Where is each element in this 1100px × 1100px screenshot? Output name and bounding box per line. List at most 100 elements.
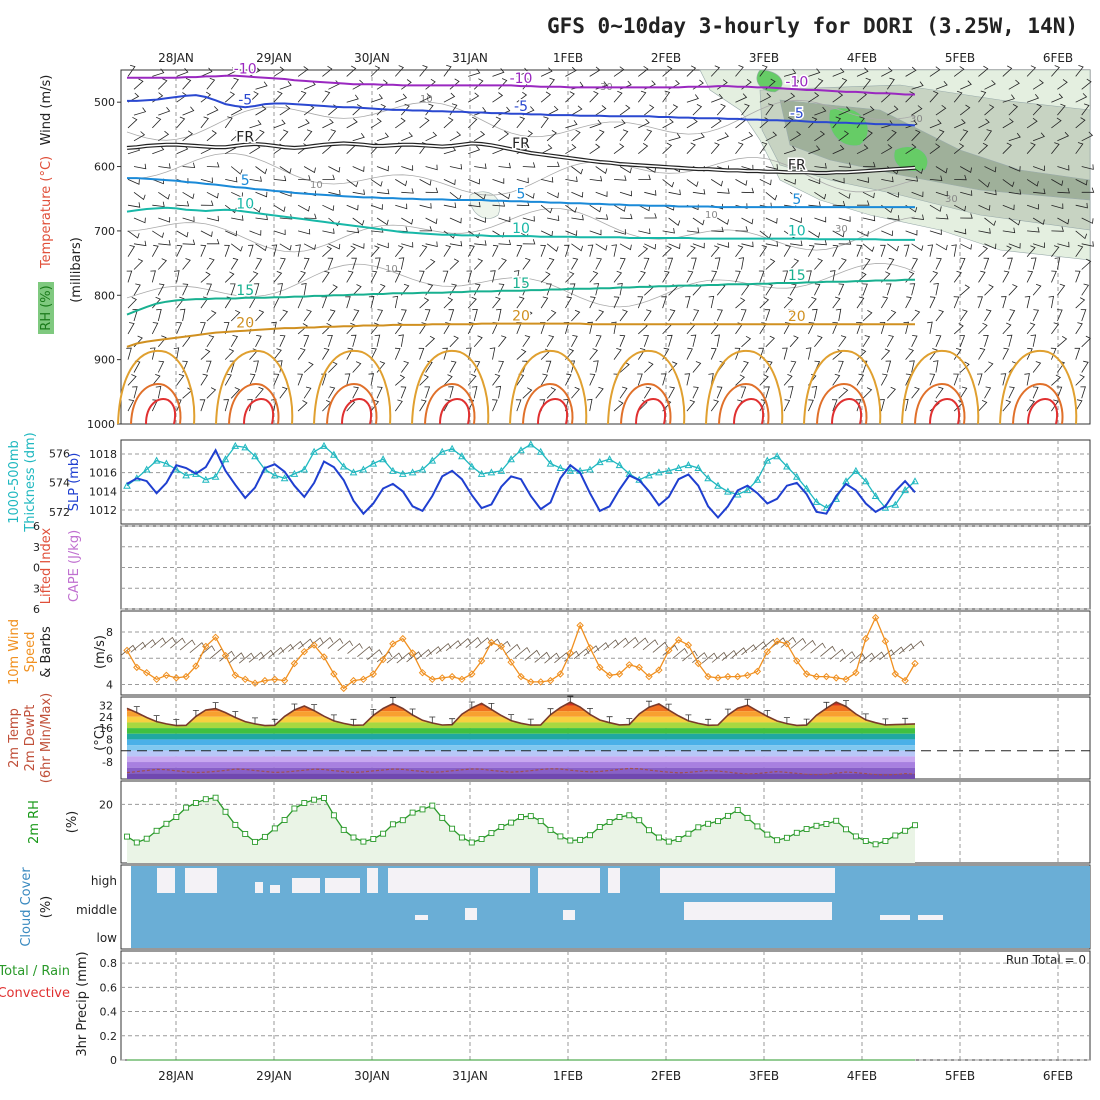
- wind-barb: [490, 270, 496, 283]
- wind-barb: [960, 80, 972, 90]
- wind-barb: [927, 244, 934, 257]
- precip-total-label: Total / Rain: [0, 964, 70, 979]
- rh-point: [754, 823, 761, 830]
- wind-barb: [279, 309, 289, 322]
- wind-barb: [182, 130, 193, 142]
- wind-barb: [328, 243, 341, 250]
- wind-barb: [662, 245, 672, 257]
- wind-barb: [468, 145, 481, 155]
- wind-barb-10m: [800, 639, 816, 651]
- wind-barb: [249, 176, 262, 182]
- wind-barb: [179, 308, 186, 322]
- wind-barb: [862, 191, 875, 199]
- wind-barb: [984, 243, 997, 250]
- wind-barb: [783, 116, 794, 129]
- wind-barb: [127, 374, 137, 386]
- thickness-point: [645, 471, 653, 479]
- panel-axis-title: (°C): [93, 725, 108, 751]
- wind-barb: [473, 130, 486, 142]
- rh-point: [232, 821, 239, 828]
- wind-barb: [862, 243, 875, 252]
- wind-barb: [1008, 243, 1021, 249]
- wind-barb: [935, 129, 945, 142]
- wind-barb: [881, 348, 891, 360]
- temp-minmax-marker: [311, 704, 318, 711]
- date-label-top: 1FEB: [553, 51, 583, 65]
- wind-barb: [686, 227, 700, 233]
- wind-barb: [225, 230, 237, 237]
- wind-barb: [692, 104, 703, 116]
- wind-barb-10m: [357, 646, 373, 658]
- rh-point: [252, 838, 258, 845]
- wind-barb: [419, 297, 430, 309]
- wind-barb: [158, 163, 171, 169]
- wind-barb: [271, 321, 277, 334]
- wind-barb: [741, 187, 755, 194]
- wind-barb: [933, 283, 939, 296]
- wind-barb: [206, 106, 219, 116]
- wind-barb: [1007, 257, 1013, 270]
- wind-barb: [808, 178, 821, 185]
- wind-barb: [182, 283, 189, 296]
- wind10-point: [231, 671, 240, 680]
- date-label-bottom: 4FEB: [847, 1069, 877, 1083]
- wind-barb: [595, 309, 605, 322]
- panel-axis-title: Cloud Cover: [19, 867, 34, 947]
- axis-title-upper: Wind (m/s): [39, 75, 54, 146]
- rh-point: [527, 813, 534, 820]
- wind-barb: [984, 129, 993, 142]
- wind-barb: [717, 188, 730, 194]
- wind-barb: [953, 143, 965, 155]
- thickness-tick-label: 574: [49, 477, 70, 490]
- wind-barb-10m: [524, 649, 541, 661]
- wind-barb: [814, 216, 827, 223]
- wind-barb: [1032, 283, 1042, 296]
- wind-barb: [638, 245, 649, 258]
- wind-barb: [249, 91, 259, 103]
- wind-barb: [400, 103, 410, 116]
- panel-axis-title: 2m Temp: [7, 708, 22, 768]
- isotherm-30-loop: [718, 383, 770, 425]
- panel-frame-slp: [120, 439, 1091, 525]
- wind-barb: [595, 386, 604, 399]
- temp-minmax-marker: [606, 716, 613, 723]
- wind-barb: [735, 245, 744, 257]
- wind-barb: [206, 215, 219, 222]
- temp-minmax-marker: [547, 708, 554, 715]
- wind-barb: [273, 91, 283, 103]
- wind-barb: [571, 105, 583, 116]
- wind-barb: [862, 335, 871, 348]
- wind-barb: [814, 335, 823, 348]
- wind10-point: [271, 675, 279, 684]
- cloud-panel: high middle low: [76, 866, 1090, 948]
- wind-barb: [394, 245, 404, 257]
- wind10-point: [753, 667, 762, 676]
- thickness-point: [379, 455, 387, 463]
- wind-barb: [1026, 270, 1034, 283]
- wind-barb: [984, 104, 995, 116]
- rh-point: [685, 830, 692, 837]
- rh-point: [311, 796, 318, 803]
- isotherm-label: -5: [790, 106, 804, 122]
- wind-barb: [789, 78, 800, 90]
- wind-barb-10m: [298, 638, 314, 650]
- wind-barb: [595, 166, 608, 174]
- rh-point: [399, 817, 406, 824]
- wind-barb: [352, 243, 365, 249]
- wind-barb: [249, 230, 262, 236]
- wind-barb: [714, 334, 720, 347]
- panel-axis-title: 2m RH: [27, 800, 42, 844]
- wind-barb: [862, 106, 875, 116]
- isotherm-label: -10: [234, 61, 257, 77]
- wind-barb: [959, 284, 970, 296]
- wind-barb: [686, 65, 697, 77]
- wind-barb: [495, 308, 502, 322]
- wind-barb: [279, 257, 286, 270]
- wind-barb: [346, 270, 354, 283]
- precip-tick-label: 0.2: [100, 1030, 118, 1043]
- wind-barb: [838, 216, 851, 222]
- wind-barb: [954, 174, 967, 181]
- isotherm-label: -10: [785, 74, 808, 90]
- thickness-point: [802, 484, 811, 492]
- wind-barb: [565, 296, 573, 309]
